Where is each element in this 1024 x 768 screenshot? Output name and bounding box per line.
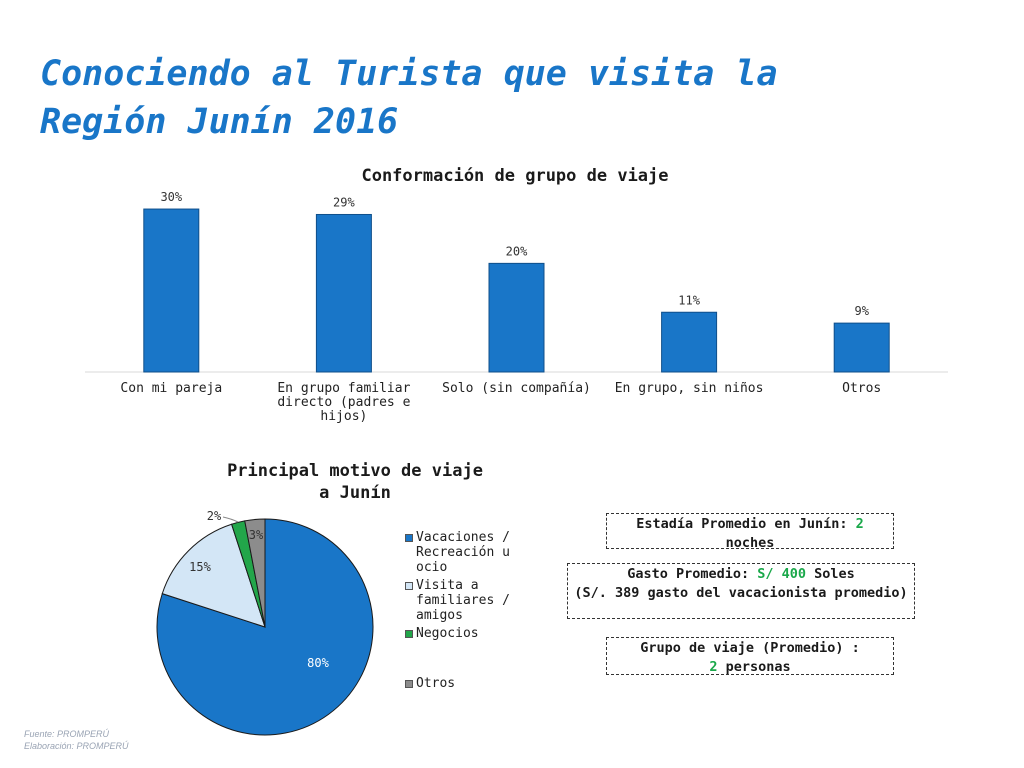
legend-swatch-otros bbox=[405, 680, 413, 688]
bar bbox=[315, 213, 372, 373]
bar-value-label: 20% bbox=[506, 244, 528, 258]
bar bbox=[833, 322, 890, 373]
stay-info-box: Estadía Promedio en Junín: 2 noches bbox=[606, 513, 894, 551]
pie-value-label: 80% bbox=[307, 656, 329, 670]
bar-category-label: Solo (sin compañía) bbox=[442, 381, 591, 396]
bar-value-label: 30% bbox=[160, 190, 182, 204]
legend-item-vacaciones: Vacaciones / Recreación u ocio bbox=[405, 530, 530, 578]
legend-item-visita: Visita a familiares / amigos bbox=[405, 578, 530, 626]
bar-chart: 30% Con mi pareja 29% En grupo familiar dire… bbox=[85, 190, 948, 424]
stay-value: 2 bbox=[855, 516, 864, 532]
pie-leader-line bbox=[222, 516, 239, 523]
legend-swatch-negocios bbox=[405, 630, 413, 638]
legend-label-vacaciones: Vacaciones / Recreación u ocio bbox=[416, 530, 510, 575]
bar bbox=[661, 311, 718, 373]
title-line-1: Conociendo al Turista que visita la bbox=[40, 54, 778, 94]
pie-title-line-1: Principal motivo de viaje bbox=[227, 461, 483, 481]
pie-chart-title: Principal motivo de viaje a Junín bbox=[190, 460, 520, 504]
pie-slice bbox=[161, 523, 266, 628]
legend-label-otros: Otros bbox=[416, 676, 456, 691]
pie-value-label: 2% bbox=[207, 509, 222, 523]
legend-swatch-vacaciones bbox=[405, 534, 413, 542]
bar-value-label: 11% bbox=[678, 293, 700, 307]
legend-item-otros: Otros bbox=[405, 676, 530, 691]
pie-slice bbox=[244, 518, 266, 628]
group-value: 2 bbox=[709, 659, 718, 675]
footer-credit: Elaboración: PROMPERÚ bbox=[24, 741, 129, 751]
bar bbox=[488, 262, 545, 373]
pie-value-label: 3% bbox=[249, 528, 264, 542]
pie-value-label: 15% bbox=[189, 560, 211, 574]
legend-label-visita: Visita a familiares / amigos bbox=[416, 578, 510, 623]
bar-category-label: Con mi pareja bbox=[120, 381, 222, 396]
pie-slice bbox=[156, 518, 374, 736]
legend-label-negocios: Negocios bbox=[416, 626, 479, 641]
bar-chart-title: Conformación de grupo de viaje bbox=[361, 166, 669, 186]
spend-info-box: Gasto Promedio: S/ 400 Soles (S/. 389 ga… bbox=[567, 563, 915, 619]
bar-value-label: 9% bbox=[854, 304, 869, 318]
pie-chart: 80% 15% 2% 3% bbox=[156, 509, 374, 736]
pie-title-line-2: a Junín bbox=[319, 483, 391, 503]
bar-category-label: Otros bbox=[842, 381, 881, 396]
slide-title: Conociendo al Turista que visita la Regi… bbox=[40, 50, 980, 146]
bar-category-label: En grupo, sin niños bbox=[615, 381, 764, 396]
pie-legend: Vacaciones / Recreación u ocio Visita a … bbox=[405, 530, 530, 691]
bar-value-label: 29% bbox=[333, 195, 355, 209]
legend-swatch-visita bbox=[405, 582, 413, 590]
title-line-2: Región Junín 2016 bbox=[40, 102, 399, 142]
spend-value: S/ 400 bbox=[757, 566, 807, 582]
bar-category-label: En grupo familiar directo (padres e hijos) bbox=[277, 381, 410, 424]
footer-source: Fuente: PROMPERÚ bbox=[24, 729, 110, 739]
group-info-box: Grupo de viaje (Promedio) : 2 personas bbox=[606, 637, 894, 675]
spend-note: (S/. 389 gasto del vacacionista promedio… bbox=[574, 585, 908, 601]
bar bbox=[143, 208, 200, 373]
legend-item-negocios: Negocios bbox=[405, 626, 530, 676]
